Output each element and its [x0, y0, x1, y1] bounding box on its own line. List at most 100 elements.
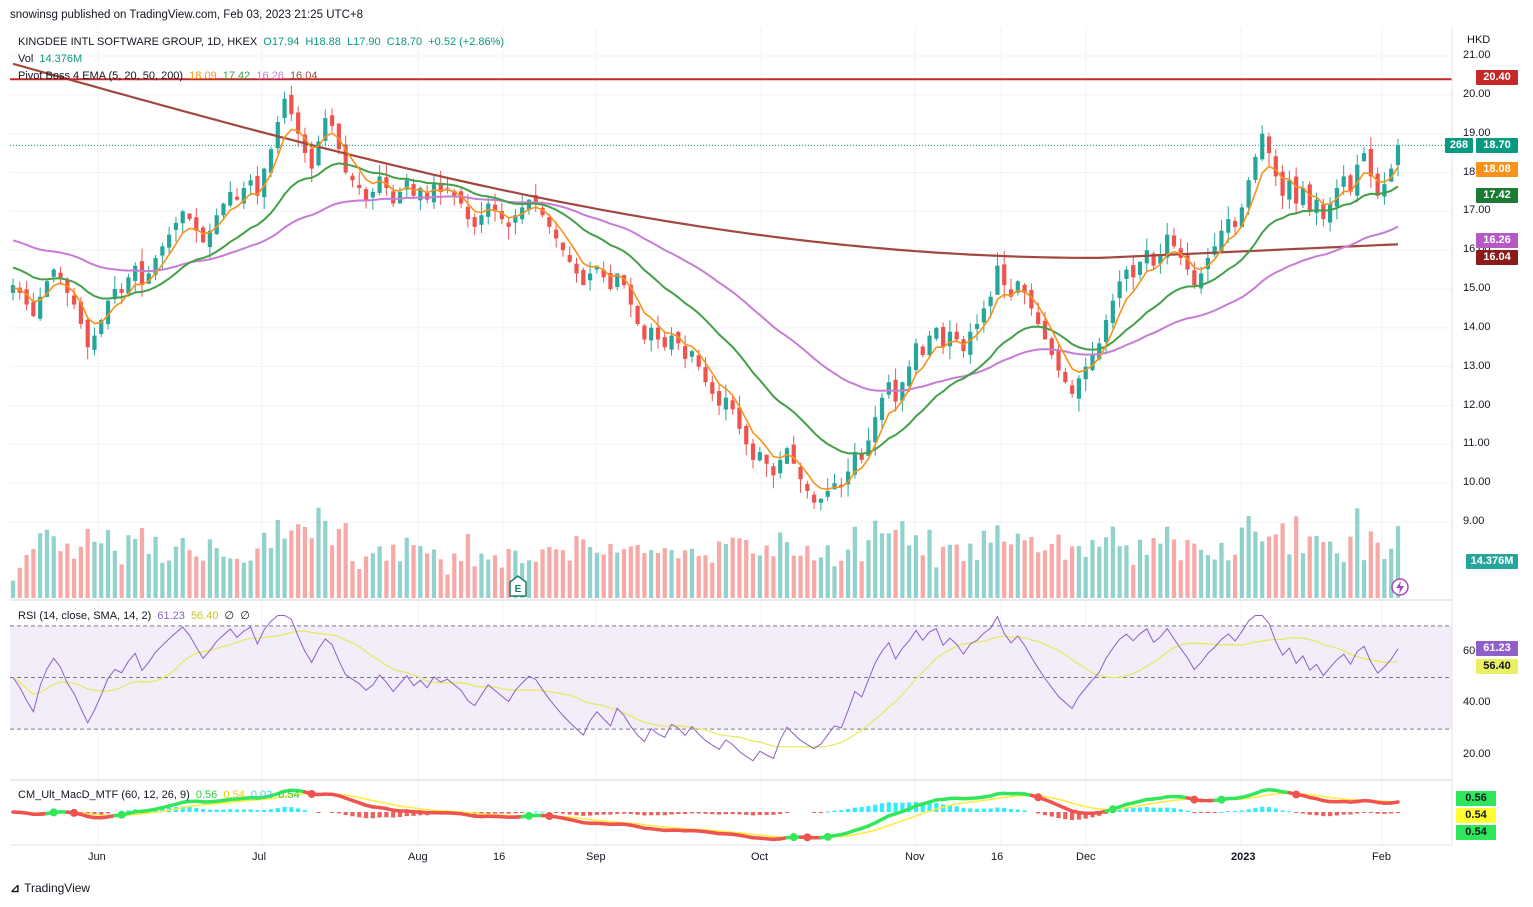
macd-histogram-bar — [1042, 812, 1048, 816]
volume-bar — [44, 529, 50, 598]
candle-body — [167, 234, 172, 248]
macd-histogram-bar — [1361, 812, 1367, 813]
volume-bar — [1314, 535, 1319, 598]
macd-histogram-bar — [900, 802, 905, 812]
volume-bar — [1090, 539, 1095, 598]
volume-bar — [465, 533, 470, 598]
earnings-icon[interactable]: E — [509, 575, 527, 597]
candle-body — [1273, 156, 1278, 177]
macd-histogram-bar — [296, 808, 301, 812]
volume-bar — [262, 532, 267, 598]
macd-histogram-bar — [601, 812, 606, 815]
macd-histogram-bar — [214, 809, 219, 812]
candle-body — [941, 326, 946, 348]
volume-bar — [411, 545, 416, 598]
time-tick-label: 2023 — [1231, 851, 1256, 863]
volume-bar — [10, 580, 16, 598]
candle-body — [1015, 281, 1020, 293]
candle-body — [974, 323, 980, 329]
volume-bar — [574, 536, 579, 598]
candle-body — [1219, 230, 1224, 251]
time-tick-label: Sep — [586, 851, 606, 863]
volume-bar — [119, 564, 124, 598]
candle-body — [1328, 203, 1333, 223]
candle-body — [791, 444, 796, 464]
macd-histogram-bar — [1300, 812, 1306, 814]
candle-body — [357, 184, 362, 189]
volume-bar — [1300, 553, 1306, 598]
candle-body — [336, 123, 341, 150]
candle-body — [10, 285, 16, 293]
macd-histogram-bar — [241, 809, 246, 812]
candle-body — [1212, 246, 1217, 255]
macd-signal-line — [12, 792, 1399, 839]
macd-histogram-bar — [282, 806, 287, 812]
currency-label: HKD — [1467, 34, 1491, 46]
macd-histogram-bar — [1375, 812, 1380, 814]
volume-bar — [968, 543, 973, 598]
candle-body — [146, 273, 151, 284]
candle-body — [1389, 168, 1394, 182]
time-tick-label: Jul — [252, 851, 267, 863]
macd-histogram-bar — [961, 807, 966, 812]
flash-icon[interactable] — [1391, 578, 1409, 596]
candle-body — [160, 246, 165, 256]
price-tick-label: 20.00 — [1463, 87, 1491, 100]
candle-body — [139, 261, 145, 286]
candle-body — [1165, 234, 1170, 258]
macd-histogram-bar — [954, 806, 959, 812]
last-price-tag: 18.70 — [1476, 138, 1518, 153]
macd-histogram-bar — [873, 804, 878, 812]
macd-histogram-bar — [879, 803, 885, 812]
macd-histogram-bar — [1008, 809, 1014, 812]
candle-body — [1083, 366, 1088, 380]
macd-histogram-bar — [1137, 807, 1143, 812]
time-tick-label: 16 — [991, 851, 1004, 863]
candle-body — [1226, 219, 1231, 233]
candle-body — [859, 453, 864, 460]
macd-histogram-bar — [737, 812, 742, 815]
macd-histogram-bar — [574, 812, 579, 816]
price-tick-label: 17.00 — [1463, 204, 1491, 217]
macd-label: CM_Ult_MacD_MTF (60, 12, 26, 9) — [18, 789, 190, 801]
macd-histogram-bar — [1348, 812, 1353, 815]
ema50-tag: 16.26 — [1476, 233, 1518, 248]
macd-histogram-bar — [363, 812, 369, 819]
candle-body — [1300, 188, 1306, 206]
rsi-label: RSI (14, close, SMA, 14, 2) — [18, 610, 152, 622]
volume-bar — [710, 562, 715, 598]
macd-histogram-bar — [329, 812, 335, 813]
volume-bar — [961, 561, 966, 598]
candle-body — [873, 417, 878, 443]
macd-histogram-bar — [1076, 812, 1082, 820]
macd-histogram-bar — [968, 808, 973, 812]
macd-histogram-bar — [1165, 807, 1170, 812]
macd-histogram-bar — [941, 804, 946, 812]
candle-body — [1076, 378, 1082, 399]
volume-bar — [397, 561, 403, 598]
macd-histogram-bar — [384, 812, 389, 818]
volume-bar — [791, 555, 796, 598]
macd-histogram-bar — [1205, 812, 1211, 813]
ohlc-change: +0.52 (+2.86%) — [428, 36, 505, 48]
candle-body — [1124, 269, 1129, 279]
candle-body — [1137, 261, 1143, 275]
candle-body — [954, 331, 959, 340]
volume-bar — [873, 520, 878, 598]
macd-histogram-bar — [336, 812, 341, 814]
macd-histogram-bar — [1171, 808, 1177, 812]
rsi-legend: RSI (14, close, SMA, 14, 2) 61.23 56.40 … — [18, 609, 253, 622]
macd-histogram-bar — [784, 812, 790, 813]
volume-bar — [615, 552, 620, 598]
macd-histogram-bar — [628, 812, 633, 815]
tradingview-logo-icon: ⊿ — [10, 881, 21, 895]
macd-histogram-bar — [1321, 812, 1326, 817]
ema-lines — [10, 62, 1452, 491]
ohlc-close: C18.70 — [386, 36, 423, 48]
macd-histogram-bar — [1294, 812, 1299, 813]
macd-value-4: 0.54 — [278, 789, 300, 801]
candle-body — [126, 277, 131, 294]
tradingview-brand[interactable]: ⊿ TradingView — [10, 881, 90, 895]
volume-bar — [1226, 560, 1231, 598]
